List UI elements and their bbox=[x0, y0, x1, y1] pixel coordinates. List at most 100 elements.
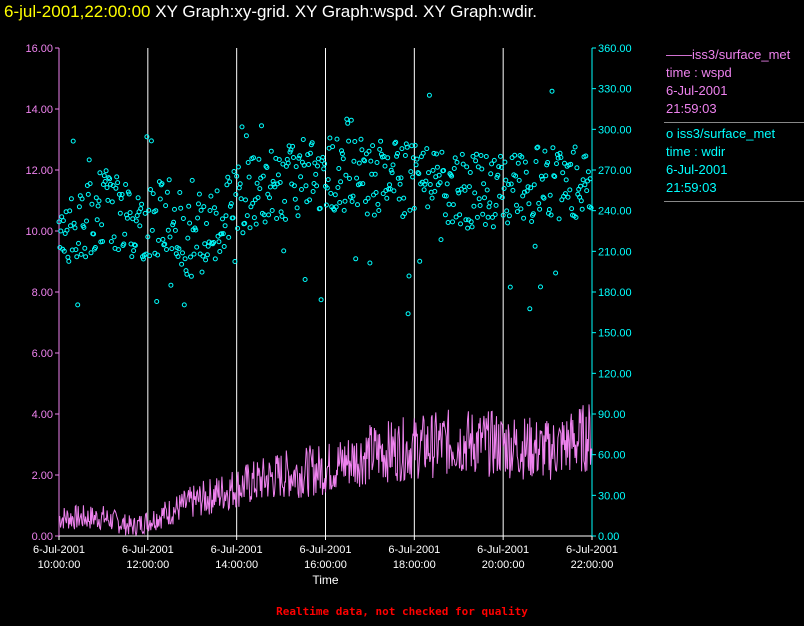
wdir-point bbox=[131, 248, 137, 254]
left-tick-label: 4.00 bbox=[32, 409, 53, 421]
wdir-point bbox=[385, 155, 391, 161]
wdir-point bbox=[541, 195, 547, 201]
wdir-point bbox=[523, 169, 529, 175]
wdir-point bbox=[235, 225, 241, 231]
wdir-point bbox=[196, 201, 201, 207]
wdir-point bbox=[134, 213, 140, 219]
wdir-point bbox=[251, 215, 257, 221]
wdir-point bbox=[283, 216, 288, 222]
wdir-point bbox=[563, 177, 569, 183]
wdir-point bbox=[534, 145, 540, 151]
wdir-point bbox=[487, 200, 493, 206]
wdir-point bbox=[436, 172, 442, 178]
wdir-point bbox=[231, 169, 237, 174]
left-tick-label: 14.00 bbox=[25, 104, 53, 116]
wdir-point bbox=[477, 203, 483, 208]
wdir-point bbox=[493, 202, 499, 208]
wdir-point bbox=[587, 176, 593, 182]
wdir-point bbox=[61, 248, 67, 254]
x-tick-date: 6-Jul-2001 bbox=[122, 544, 174, 556]
wdir-point bbox=[462, 187, 468, 193]
wdir-point bbox=[176, 246, 182, 252]
wdir-point bbox=[318, 297, 324, 303]
wdir-point bbox=[317, 205, 323, 211]
wdir-point bbox=[398, 175, 404, 181]
wdir-point bbox=[362, 158, 368, 164]
wdir-point bbox=[177, 190, 183, 195]
wdir-point bbox=[480, 211, 486, 217]
wdir-point bbox=[528, 185, 534, 191]
wdir-point bbox=[507, 284, 513, 290]
x-tick-time: 14:00:00 bbox=[215, 559, 258, 571]
wdir-point bbox=[172, 227, 178, 233]
wdir-point bbox=[168, 282, 174, 288]
wdir-point bbox=[180, 250, 185, 256]
wdir-point bbox=[165, 227, 171, 233]
wdir-point bbox=[101, 173, 107, 179]
wdir-point bbox=[78, 251, 84, 257]
wdir-point bbox=[260, 173, 266, 179]
wdir-point bbox=[117, 210, 123, 216]
wdir-point bbox=[266, 212, 272, 218]
wdir-point bbox=[250, 200, 256, 206]
wdir-point bbox=[489, 161, 495, 167]
wdir-point bbox=[276, 157, 282, 163]
wdir-point bbox=[200, 253, 206, 259]
wdir-point bbox=[389, 170, 395, 176]
wdir-point bbox=[291, 183, 297, 189]
wdir-point bbox=[147, 253, 153, 259]
wdir-point bbox=[568, 161, 574, 167]
wdir-point bbox=[351, 158, 357, 164]
wdir-point bbox=[341, 207, 347, 213]
wdir-point bbox=[549, 88, 555, 94]
wdir-point bbox=[195, 215, 201, 221]
wdir-point bbox=[93, 195, 99, 201]
x-tick-time: 20:00:00 bbox=[482, 559, 525, 571]
left-tick-label: 10.00 bbox=[25, 226, 53, 238]
wdir-point bbox=[540, 194, 546, 200]
wdir-point bbox=[374, 160, 380, 165]
legend-entry-wdir: o iss3/surface_met time : wdir 6-Jul-200… bbox=[664, 123, 804, 202]
wdir-point bbox=[216, 239, 222, 245]
wdir-point bbox=[481, 181, 487, 187]
wdir-point bbox=[100, 239, 105, 244]
wdir-point bbox=[396, 196, 402, 202]
wdir-point bbox=[420, 150, 426, 156]
wdir-point bbox=[340, 156, 346, 162]
legend-dataset: iss3/surface_met bbox=[676, 126, 776, 141]
wdir-point bbox=[97, 170, 103, 176]
wdir-point bbox=[505, 220, 511, 226]
wdir-point bbox=[291, 155, 296, 160]
wdir-point bbox=[547, 192, 553, 198]
x-tick-time: 10:00:00 bbox=[38, 559, 81, 571]
wdir-point bbox=[68, 223, 73, 229]
wdir-point bbox=[297, 153, 303, 159]
wdir-point bbox=[466, 184, 472, 190]
legend-date: 6-Jul-2001 bbox=[666, 162, 728, 177]
wdir-point bbox=[281, 248, 287, 254]
wdir-point bbox=[413, 162, 419, 168]
wdir-point bbox=[556, 216, 562, 222]
wdir-point bbox=[232, 259, 238, 264]
wdir-point bbox=[114, 174, 120, 180]
wdir-point bbox=[269, 208, 275, 213]
wdir-point bbox=[196, 191, 202, 197]
wdir-point bbox=[492, 212, 498, 217]
wdir-point bbox=[150, 191, 156, 197]
wdir-point bbox=[68, 196, 74, 202]
wdir-point bbox=[495, 172, 501, 178]
wdir-point bbox=[529, 219, 535, 224]
wdir-point bbox=[358, 136, 364, 142]
wdir-point bbox=[376, 208, 382, 213]
wdir-point bbox=[573, 214, 579, 220]
wdir-point bbox=[446, 201, 452, 207]
wdir-point bbox=[443, 193, 449, 199]
wdir-point bbox=[469, 224, 475, 230]
wdir-point bbox=[314, 183, 320, 189]
wdir-point bbox=[585, 169, 591, 175]
wdir-point bbox=[513, 173, 519, 179]
wdir-point bbox=[471, 203, 477, 209]
wdir-point bbox=[354, 175, 360, 181]
wdir-point bbox=[167, 234, 173, 240]
wdir-point bbox=[415, 170, 421, 176]
